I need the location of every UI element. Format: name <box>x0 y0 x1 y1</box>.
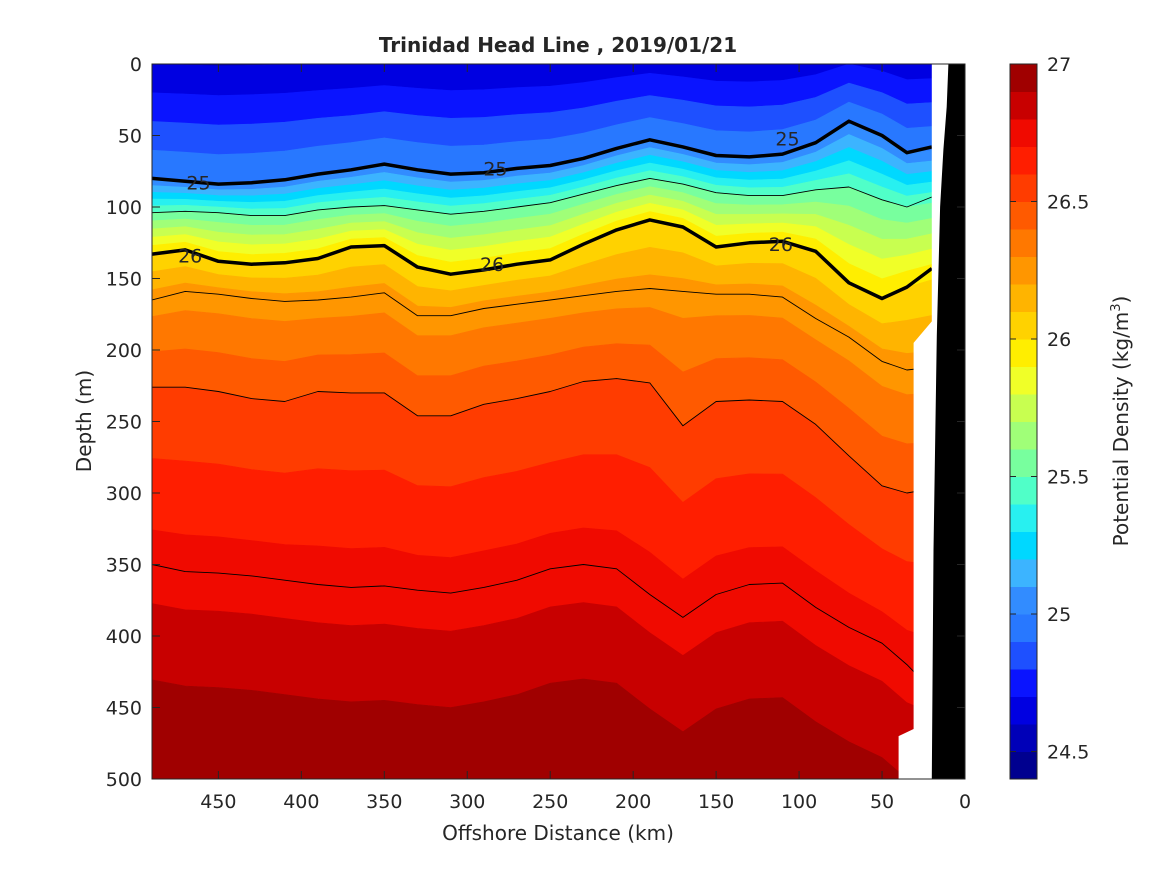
y-tick-label: 250 <box>106 412 142 434</box>
colorbar-swatch <box>1010 311 1037 340</box>
y-tick-label: 350 <box>106 555 142 577</box>
contour-labels: 25 25 25 26 26 26 <box>178 128 799 276</box>
colorbar-swatch <box>1010 119 1037 147</box>
colorbar-swatch <box>1010 284 1037 312</box>
isopycnal-line <box>152 218 933 301</box>
colorbar-swatch <box>1010 256 1037 285</box>
isopycnal-line <box>152 378 932 494</box>
y-axis-ticks: 0 50 100 150 200 250 300 350 400 450 500 <box>106 54 965 791</box>
y-tick-label: 50 <box>118 126 142 148</box>
colorbar-swatch <box>1010 724 1037 752</box>
colorbar-tick-label: 25 <box>1047 604 1071 626</box>
x-tick-label: 400 <box>283 791 319 813</box>
colorbar: 24.5 25 25.5 26 26.5 27 <box>1009 54 1089 780</box>
contour-label: 26 <box>480 254 504 276</box>
colorbar-swatch <box>1010 201 1037 230</box>
contour-label: 26 <box>769 234 793 256</box>
y-tick-label: 400 <box>106 626 142 648</box>
colorbar-swatch <box>1010 531 1037 560</box>
isopycnal-line <box>152 119 933 186</box>
colorbar-swatch <box>1010 64 1037 92</box>
colorbar-swatch <box>1010 339 1037 367</box>
colorbar-swatch <box>1010 449 1037 477</box>
isopycnal-line <box>152 564 933 691</box>
x-tick-label: 250 <box>532 791 568 813</box>
y-tick-label: 450 <box>106 698 142 720</box>
colorbar-swatch <box>1010 394 1037 422</box>
contour-label: 25 <box>483 158 507 180</box>
contour-label: 25 <box>186 173 210 195</box>
isopycnal-line <box>152 177 932 217</box>
colorbar-swatch <box>1010 669 1037 697</box>
x-tick-label: 200 <box>615 791 651 813</box>
x-axis-ticks: 450 400 350 300 250 200 150 100 50 0 <box>200 64 971 813</box>
density-bands <box>152 64 965 779</box>
colorbar-swatch <box>1010 174 1037 202</box>
density-band <box>152 678 908 779</box>
colorbar-swatch <box>1010 229 1037 257</box>
colorbar-tick-label: 26.5 <box>1047 192 1089 214</box>
colorbar-swatch <box>1010 641 1037 670</box>
y-tick-label: 100 <box>106 197 142 219</box>
colorbar-frame <box>1009 63 1038 780</box>
colorbar-swatch <box>1010 421 1037 450</box>
colorbar-swatch <box>1010 366 1037 395</box>
colorbar-swatch <box>1010 476 1037 505</box>
colorbar-swatch <box>1010 586 1037 615</box>
colorbar-swatch <box>1010 751 1037 780</box>
y-tick-label: 200 <box>106 340 142 362</box>
y-tick-label: 500 <box>106 769 142 791</box>
chart-title: Trinidad Head Line , 2019/01/21 <box>379 33 737 57</box>
x-tick-label: 0 <box>959 791 971 813</box>
colorbar-swatch <box>1010 91 1037 120</box>
y-tick-label: 300 <box>106 483 142 505</box>
x-tick-label: 100 <box>781 791 817 813</box>
plot-area: 25 25 25 26 26 26 <box>152 64 965 779</box>
colorbar-swatch <box>1010 696 1037 725</box>
x-tick-label: 150 <box>698 791 734 813</box>
x-axis-label: Offshore Distance (km) <box>442 821 674 845</box>
y-axis-label: Depth (m) <box>72 370 96 472</box>
colorbar-tick-label: 24.5 <box>1047 742 1089 764</box>
x-tick-label: 300 <box>449 791 485 813</box>
colorbar-swatch <box>1010 146 1037 175</box>
seafloor-bathymetry <box>931 64 965 779</box>
y-tick-label: 0 <box>130 54 142 76</box>
colorbar-label: Potential Density (kg/m3) <box>1109 296 1133 547</box>
isopycnal-line <box>152 288 932 371</box>
isopycnal-contours <box>152 119 933 691</box>
colorbar-tick-label: 25.5 <box>1047 467 1089 489</box>
colorbar-swatch <box>1010 504 1037 532</box>
x-tick-label: 450 <box>200 791 236 813</box>
x-tick-label: 350 <box>366 791 402 813</box>
contour-label: 25 <box>775 128 799 150</box>
colorbar-tick-label: 26 <box>1047 329 1071 351</box>
colorbar-swatch <box>1010 614 1037 642</box>
colorbar-swatch <box>1010 559 1037 587</box>
y-tick-label: 150 <box>106 269 142 291</box>
contour-label: 26 <box>178 246 202 268</box>
x-tick-label: 50 <box>870 791 894 813</box>
colorbar-tick-label: 27 <box>1047 54 1071 76</box>
